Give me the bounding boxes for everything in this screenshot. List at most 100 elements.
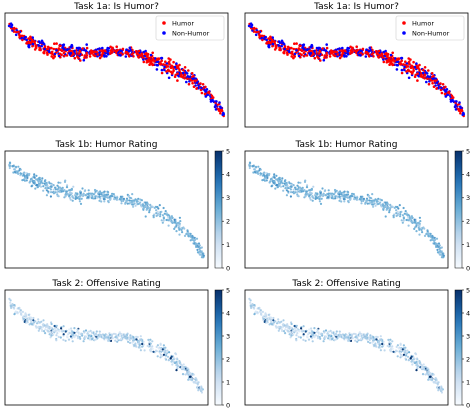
- scatter-point: [377, 340, 381, 343]
- scatter-point: [329, 338, 332, 341]
- scatter-point: [98, 199, 101, 202]
- scatter-point: [447, 91, 451, 95]
- scatter-point: [124, 55, 128, 58]
- scatter-point: [349, 339, 353, 342]
- scatter-point: [152, 350, 155, 353]
- scatter-point: [286, 323, 289, 326]
- colorbar-tick-label: 2: [466, 218, 470, 226]
- colorbar-tick-label: 0: [226, 264, 230, 272]
- scatter-point: [416, 358, 419, 361]
- scatter-point: [343, 194, 346, 197]
- scatter-point: [368, 55, 371, 58]
- scatter-point: [56, 332, 59, 335]
- scatter-point: [129, 337, 132, 340]
- scatter-point: [170, 72, 174, 75]
- scatter-point: [195, 380, 198, 383]
- scatter-point: [9, 301, 12, 304]
- scatter-point: [85, 51, 88, 55]
- scatter-point: [431, 81, 434, 85]
- scatter-point: [347, 191, 350, 194]
- scatter-point: [254, 310, 257, 313]
- scatter-point: [421, 373, 425, 376]
- scatter-point: [267, 318, 270, 321]
- scatter-point: [20, 34, 24, 38]
- scatter-point: [64, 195, 67, 198]
- scatter-point: [400, 71, 404, 75]
- scatter-point: [167, 213, 170, 216]
- scatter-point: [408, 62, 411, 66]
- scatter-point: [109, 52, 112, 55]
- scatter-point: [314, 334, 317, 337]
- scatter-point: [355, 45, 359, 48]
- scatter-point: [191, 235, 194, 238]
- scatter-point: [51, 328, 54, 331]
- scatter-point: [297, 54, 301, 58]
- scatter-point: [413, 218, 416, 221]
- scatter-point: [140, 52, 143, 56]
- colorbar: 0 1 2 3 4 5: [214, 286, 230, 409]
- scatter-point: [35, 44, 38, 47]
- scatter-point: [149, 350, 152, 353]
- scatter-point: [76, 335, 80, 338]
- scatter-point: [159, 213, 162, 216]
- scatter-point: [418, 222, 421, 225]
- scatter-point: [159, 61, 162, 64]
- scatter-point: [149, 203, 152, 206]
- scatter-point: [271, 36, 275, 39]
- scatter-point: [73, 56, 77, 60]
- scatter-point: [318, 200, 321, 203]
- scatter-point: [289, 185, 293, 188]
- scatter-point: [159, 347, 162, 350]
- scatter-point: [57, 335, 60, 338]
- scatter-point: [378, 344, 381, 347]
- scatter-point: [462, 112, 466, 116]
- scatter-point: [178, 68, 181, 71]
- scatter-point: [49, 326, 53, 329]
- scatter-point: [287, 181, 290, 184]
- scatter-point: [62, 43, 66, 46]
- scatter-point: [289, 326, 292, 329]
- scatter-point: [407, 68, 410, 72]
- scatter-point: [70, 192, 73, 195]
- scatter-point: [120, 332, 123, 336]
- scatter-point: [167, 359, 170, 362]
- scatter-point: [343, 54, 346, 57]
- scatter-point: [78, 200, 81, 203]
- scatter-point: [165, 212, 168, 215]
- scatter-point: [399, 347, 402, 350]
- scatter-point: [258, 34, 262, 38]
- scatter-point: [142, 60, 146, 64]
- scatter-point: [278, 47, 282, 51]
- scatter-point: [107, 191, 110, 194]
- scatter-point: [145, 208, 148, 211]
- legend-marker: [162, 31, 166, 35]
- scatter-point: [343, 190, 346, 193]
- scatter-point: [89, 49, 93, 52]
- scatter-point: [404, 210, 407, 213]
- scatter-point: [10, 25, 13, 29]
- scatter-point: [458, 101, 461, 104]
- scatter-point: [290, 55, 294, 58]
- scatter-point: [113, 198, 116, 201]
- scatter-point: [84, 329, 88, 332]
- scatter-point: [162, 344, 165, 347]
- scatter-point: [71, 334, 74, 337]
- scatter-point: [30, 323, 34, 326]
- scatter-point: [304, 195, 307, 198]
- scatter-point: [101, 46, 104, 50]
- scatter-point: [389, 53, 393, 57]
- scatter-point: [25, 172, 28, 175]
- scatter-point: [207, 91, 211, 95]
- scatter-point: [304, 339, 307, 342]
- scatter-point: [311, 196, 314, 199]
- scatter-point: [254, 33, 258, 37]
- scatter-point: [104, 52, 107, 55]
- scatter-point: [263, 177, 267, 180]
- scatter-point: [436, 248, 439, 251]
- scatter-point: [373, 344, 376, 347]
- scatter-point: [343, 49, 347, 52]
- scatter-point: [338, 199, 341, 202]
- scatter-point: [141, 342, 144, 346]
- scatter-point: [148, 211, 151, 214]
- scatter-point: [371, 341, 374, 344]
